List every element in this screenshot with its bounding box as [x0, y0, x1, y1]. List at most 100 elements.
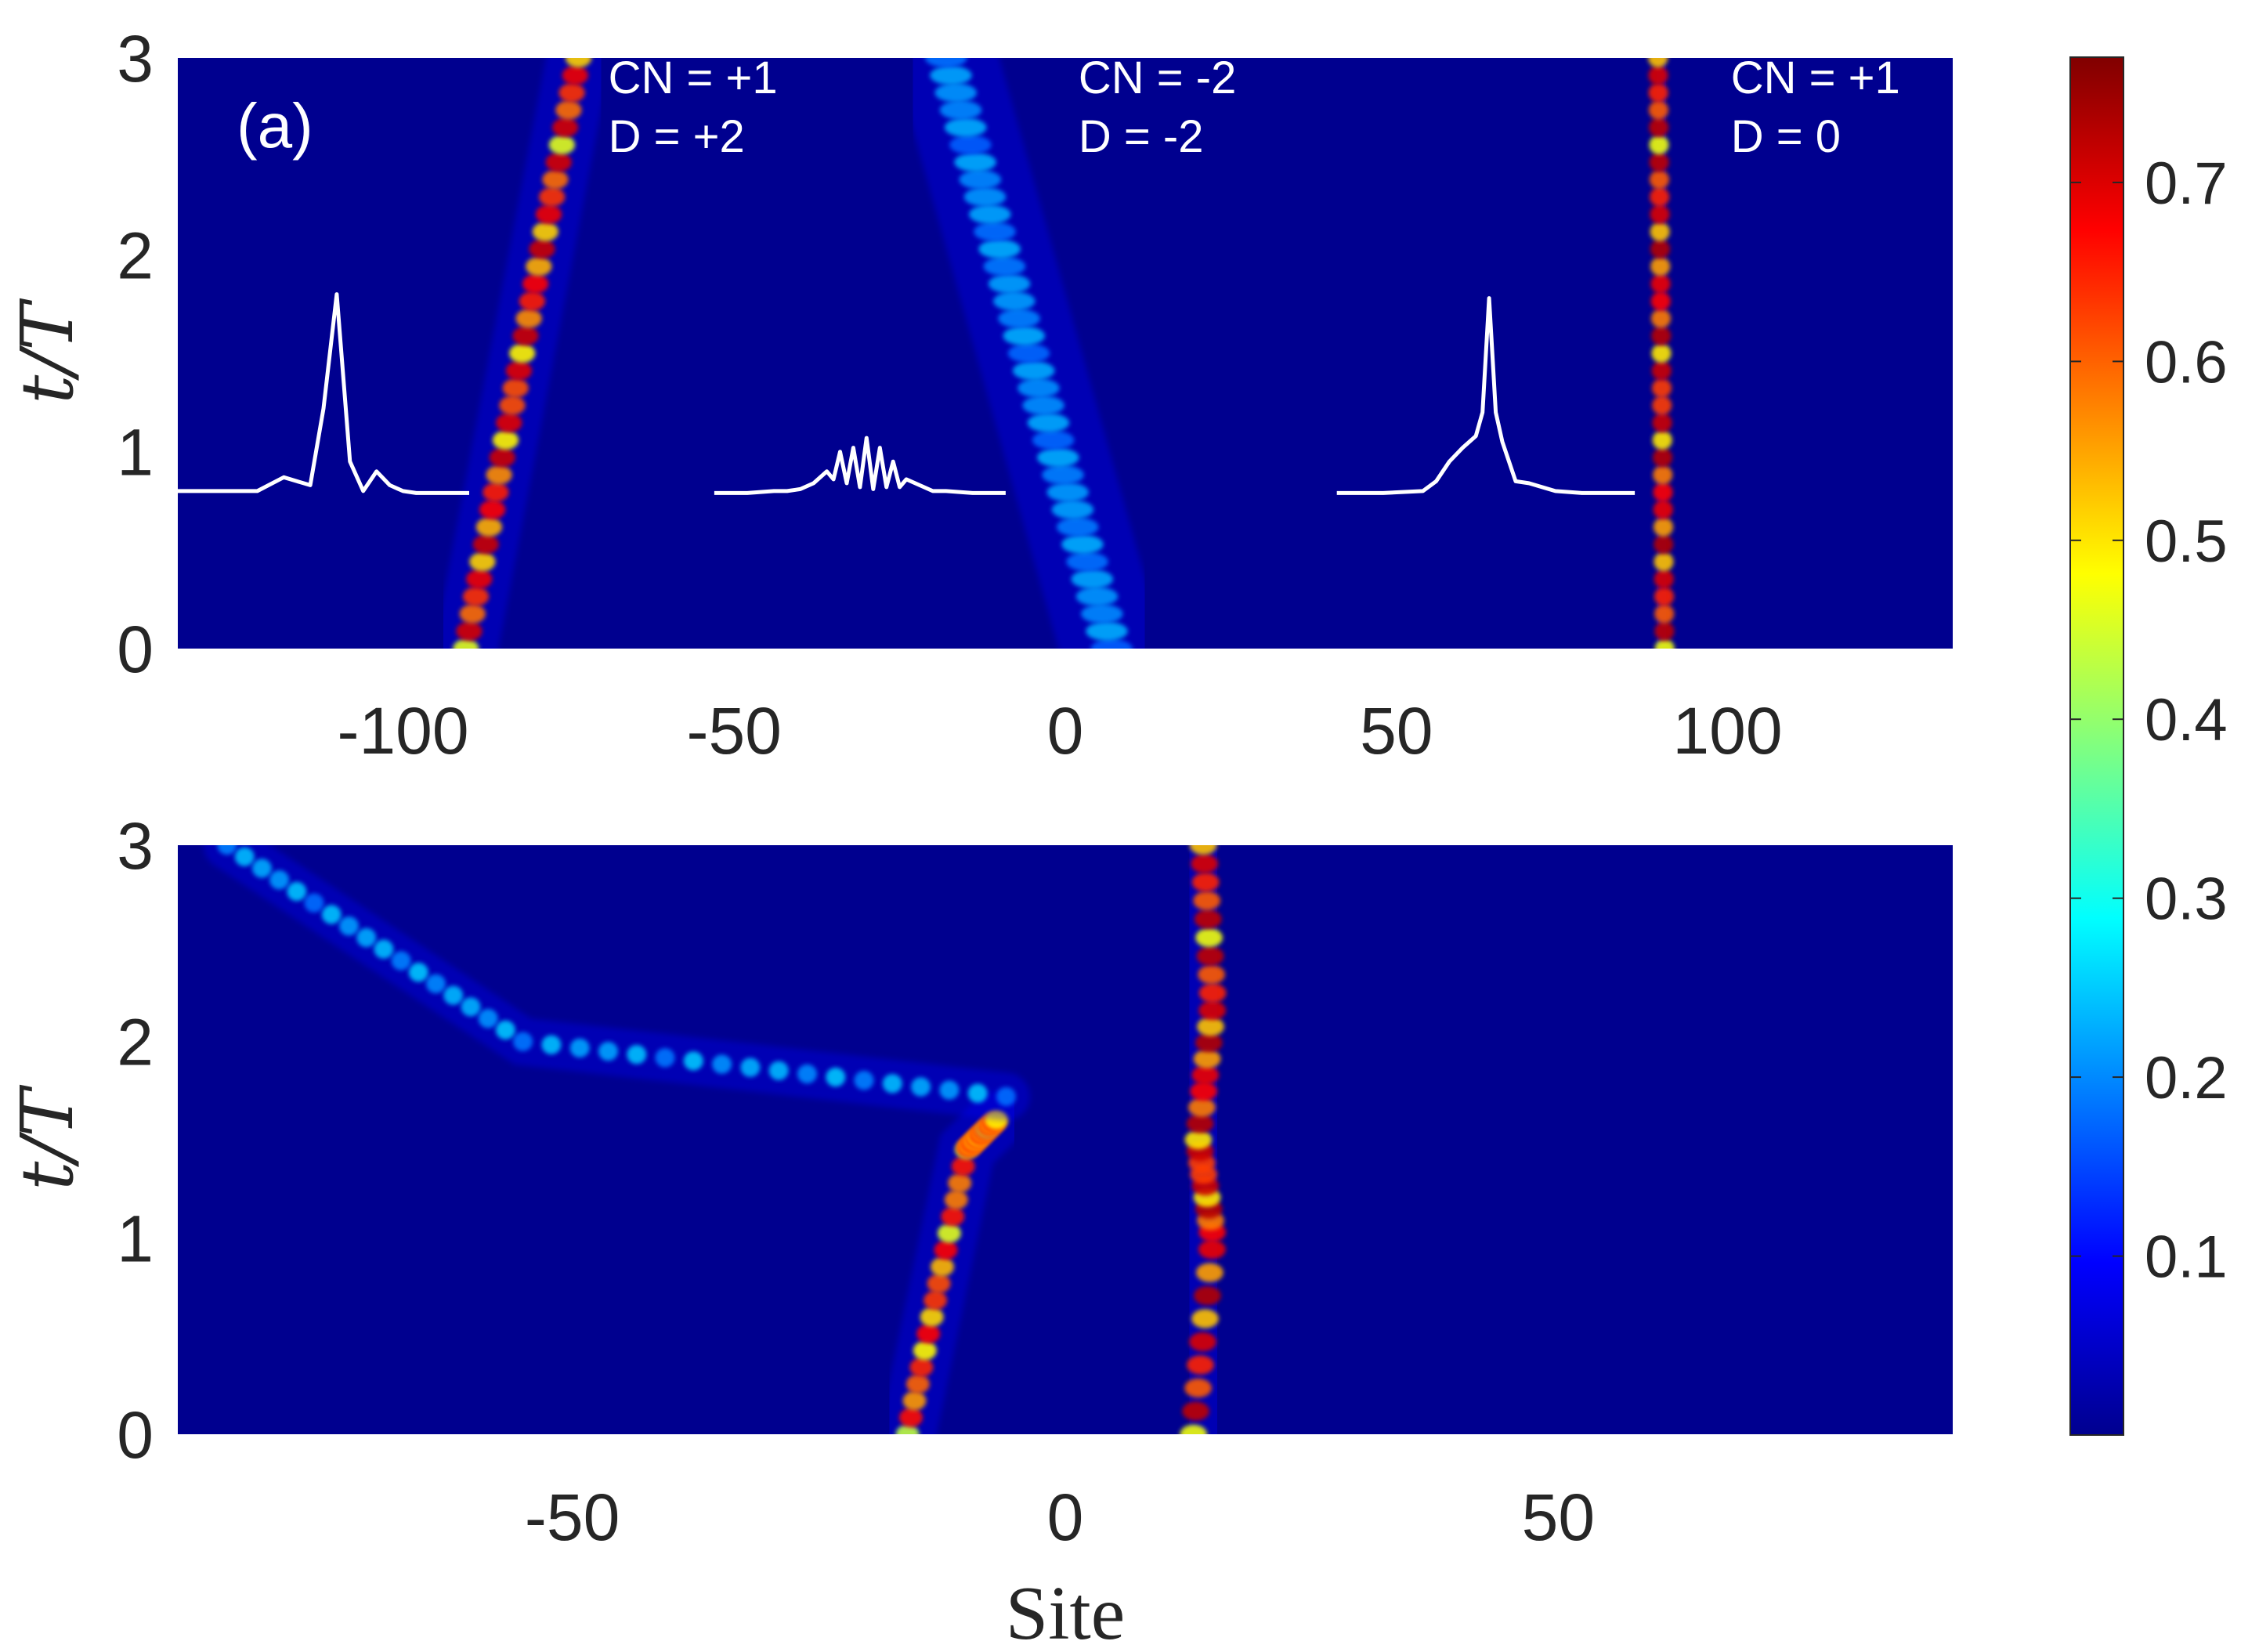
x-tick-label: -50 [686, 694, 781, 768]
track-left-blob [475, 517, 503, 537]
colorbar-tick-label: 0.6 [2145, 329, 2228, 396]
track-middle-blob [983, 256, 1026, 277]
track-radiation-blob [768, 1061, 789, 1081]
track-left-blob [496, 413, 522, 432]
track-right-blob [1650, 291, 1671, 311]
track-right-blob [1649, 117, 1669, 137]
track-right-blob [1653, 483, 1673, 502]
track-left-blob [558, 83, 585, 103]
track-right-blob [1648, 100, 1669, 120]
track-central-blob [1193, 1049, 1221, 1069]
track-central-blob [1182, 1401, 1209, 1421]
x-tick-label: 50 [1360, 694, 1433, 768]
track-right-blob [1651, 378, 1672, 398]
track-right-blob [1654, 534, 1674, 555]
track-central-blob [1189, 1332, 1216, 1352]
track-left-blob [532, 222, 558, 241]
track-left-blob [529, 239, 555, 259]
track-left-blob [519, 291, 546, 311]
panel-a-annotations: CN = +1 D = +2 CN = -2 D = -2 CN = +1 D = 0 [609, 52, 1900, 162]
track-left-soliton-blob [905, 1374, 930, 1394]
panel-b-y-ticks: 0 1 2 3 [117, 809, 154, 1472]
track-radiation-blob [683, 1051, 703, 1071]
x-tick-label: -50 [525, 1480, 620, 1554]
track-central-blob [1191, 854, 1219, 873]
track-central-blob [1184, 1378, 1212, 1398]
track-central-blob [1188, 1097, 1216, 1117]
track-left-blob [535, 204, 562, 224]
panel-b-x-ticks: -50 0 50 [525, 1480, 1595, 1554]
track-right-blob [1651, 343, 1672, 363]
track-middle-blob [1037, 447, 1079, 468]
track-central-blob [1184, 1130, 1213, 1150]
track-central-blob [1198, 1000, 1227, 1021]
track-right-blob [1650, 187, 1670, 207]
track-radiation-blob [443, 985, 464, 1005]
track-central-blob [1198, 983, 1227, 1003]
track-right-blob [1652, 447, 1673, 468]
track-right-blob [1654, 621, 1675, 641]
track-radiation [203, 845, 1030, 1121]
track-left-blob [526, 256, 552, 277]
x-tick-label: 50 [1522, 1480, 1595, 1554]
track-left-blob [502, 378, 529, 398]
track-radiation-blob [627, 1045, 647, 1065]
track-central-blob [1189, 845, 1217, 855]
track-radiation-blob [541, 1035, 562, 1055]
track-left-blob [512, 326, 539, 345]
track-radiation-blob [569, 1038, 590, 1058]
track-middle-blob [1090, 638, 1133, 649]
annotation-1-line-2: D = +2 [609, 111, 745, 162]
x-tick-label: 0 [1047, 694, 1084, 768]
panel-b-heatmap-background [178, 845, 1953, 1434]
track-left-blob [505, 361, 533, 381]
track-left-soliton-blob [937, 1224, 961, 1243]
track-middle-blob [1046, 483, 1089, 502]
track-central-blob [1186, 1114, 1214, 1133]
track-right-blob [1650, 309, 1672, 328]
track-radiation-blob [321, 905, 342, 924]
panel-a-y-axis-label: t/T [5, 298, 89, 404]
track-left-blob [515, 309, 542, 328]
track-central-blob [1196, 1263, 1223, 1282]
track-middle-blob [1086, 621, 1128, 641]
annotation-1-line-1: CN = +1 [609, 52, 778, 103]
track-middle-blob [1061, 534, 1104, 555]
track-left-blob [509, 343, 536, 363]
y-tick-label: 2 [117, 1006, 154, 1079]
colorbar-tick-label: 0.5 [2145, 508, 2228, 575]
y-tick-label: 3 [117, 809, 154, 883]
track-middle-blob [1012, 361, 1055, 381]
track-central-blob [1195, 927, 1223, 948]
track-central [1160, 845, 1247, 1434]
track-right-blob [1654, 551, 1674, 572]
track-right-blob [1652, 396, 1672, 415]
track-left-blob [456, 621, 483, 641]
track-right-blob [1651, 326, 1672, 345]
panel-b-tracks [203, 845, 1247, 1434]
track-radiation-blob [996, 1086, 1016, 1107]
track-radiation-blob [339, 916, 359, 936]
track-central-blob [1196, 946, 1224, 966]
track-middle-blob [988, 274, 1031, 294]
track-middle-blob [1075, 587, 1119, 606]
colorbar-tick-label: 0.7 [2145, 150, 2228, 217]
track-right [1634, 58, 1689, 649]
track-middle-blob [974, 222, 1016, 241]
track-right-blob [1650, 204, 1670, 224]
track-right-blob [1649, 170, 1670, 190]
track-radiation-blob [712, 1054, 732, 1074]
track-central-blob [1191, 873, 1220, 892]
track-left-blob [469, 551, 496, 572]
track-left-blob [489, 447, 515, 468]
track-middle-blob [998, 309, 1040, 328]
track-radiation-blob [882, 1074, 902, 1094]
track-central-blob [1194, 1285, 1221, 1306]
track-central-blob [1194, 909, 1222, 929]
colorbar-ticks: 0.1 0.2 0.3 0.4 0.5 0.6 0.7 [2070, 150, 2228, 1291]
track-right-blob [1654, 569, 1674, 589]
track-middle-blob [993, 291, 1036, 311]
track-radiation-blob [269, 870, 290, 890]
panel-a-x-ticks: -100 -50 0 50 100 [337, 694, 1782, 768]
panel-a: CN = +1 D = +2 CN = -2 D = -2 CN = +1 D = 0 (… [5, 22, 1953, 768]
